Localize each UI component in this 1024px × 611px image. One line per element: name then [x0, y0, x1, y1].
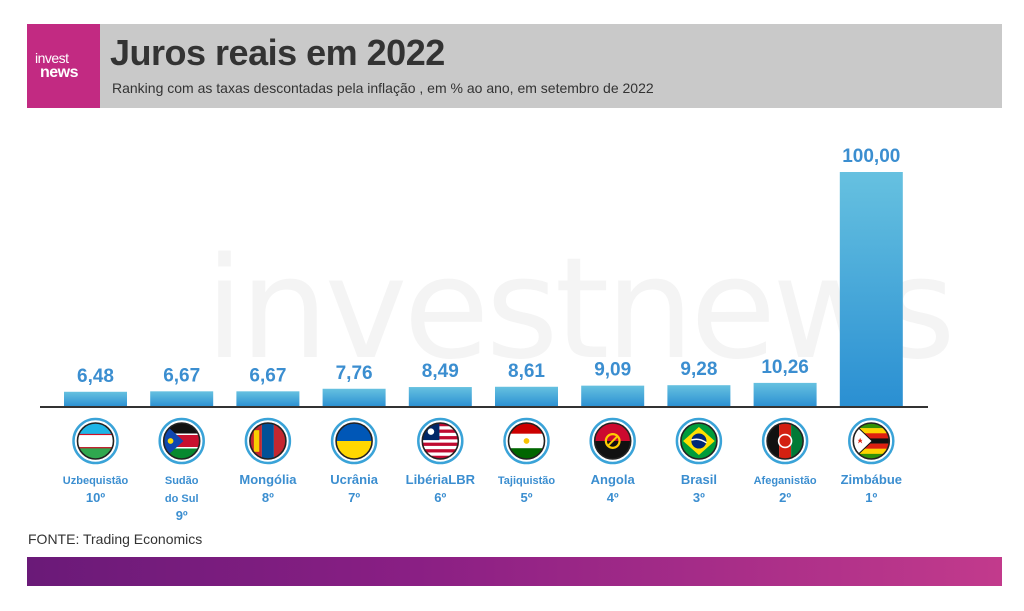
- country-label: Brasil: [681, 472, 717, 487]
- bar-9: [753, 382, 817, 407]
- country-label: Sudão: [165, 475, 199, 487]
- value-label: 8,61: [508, 361, 545, 382]
- rank-label: 9º: [176, 508, 188, 523]
- value-label: 6,48: [77, 366, 114, 387]
- value-label: 100,00: [842, 146, 900, 167]
- rank-label: 8º: [262, 490, 274, 505]
- rank-label: 5º: [521, 490, 533, 505]
- country-label: Angola: [591, 472, 636, 487]
- zimbabwe-flag-icon: [848, 417, 895, 465]
- rank-label: 2º: [779, 490, 791, 505]
- bar-4: [322, 388, 386, 407]
- country-label: Uzbequistão: [63, 475, 129, 487]
- value-label: 8,49: [422, 361, 459, 382]
- bar-2: [150, 391, 214, 407]
- rank-label: 6º: [434, 490, 446, 505]
- rank-label: 3º: [693, 490, 705, 505]
- mongolia-flag-icon: [244, 417, 292, 465]
- bar-7: [581, 385, 645, 407]
- country-label: Tajiquistão: [498, 475, 556, 487]
- value-label: 6,67: [249, 365, 286, 386]
- country-label: Zimbábue: [841, 472, 902, 487]
- uzbekistan-flag-icon: [72, 417, 119, 465]
- value-label: 9,28: [680, 359, 717, 380]
- country-label: LibériaLBR: [406, 472, 476, 487]
- bar-6: [495, 386, 558, 407]
- investnews-logo: invest news: [27, 24, 100, 108]
- tajikistan-flag-icon: [503, 417, 550, 465]
- value-label: 10,26: [761, 357, 809, 378]
- rank-label: 10º: [86, 490, 105, 505]
- logo-line1: invest: [35, 50, 69, 66]
- watermark: investnews: [205, 228, 956, 391]
- source-note: FONTE: Trading Economics: [28, 531, 203, 547]
- bar-10: [839, 172, 903, 407]
- country-label: Afeganistão: [754, 475, 817, 487]
- bar-1: [64, 391, 127, 407]
- country-label: Ucrânia: [330, 472, 378, 487]
- brazil-flag-icon: [675, 417, 723, 465]
- ukraine-flag-icon: [330, 417, 378, 465]
- country-label: do Sul: [165, 493, 199, 505]
- angola-flag-icon: [589, 417, 636, 465]
- bar-3: [236, 391, 300, 407]
- rank-label: 4º: [607, 490, 619, 505]
- afghanistan-flag-icon: [761, 417, 809, 465]
- country-label: Mongólia: [239, 472, 297, 487]
- chart-subtitle: Ranking com as taxas descontadas pela in…: [112, 80, 654, 96]
- logo-line2: news: [40, 64, 79, 81]
- value-label: 9,09: [594, 360, 631, 381]
- rank-label: 7º: [348, 490, 360, 505]
- bar-chart: 6,48 Uzbequistão 10º 6,67 Sudão do Sul 9º 6,67 M…: [40, 146, 928, 523]
- liberia-flag-icon: [417, 417, 464, 465]
- footer-bar: [27, 557, 1002, 586]
- chart-header: invest news Juros reais em 2022 Ranking …: [27, 24, 1002, 108]
- value-label: 6,67: [163, 365, 200, 386]
- bar-8: [667, 385, 731, 407]
- bar-5: [408, 387, 472, 407]
- value-label: 7,76: [336, 363, 373, 384]
- south-sudan-flag-icon: [158, 417, 205, 465]
- rank-label: 1º: [865, 490, 877, 505]
- chart-title: Juros reais em 2022: [110, 32, 445, 73]
